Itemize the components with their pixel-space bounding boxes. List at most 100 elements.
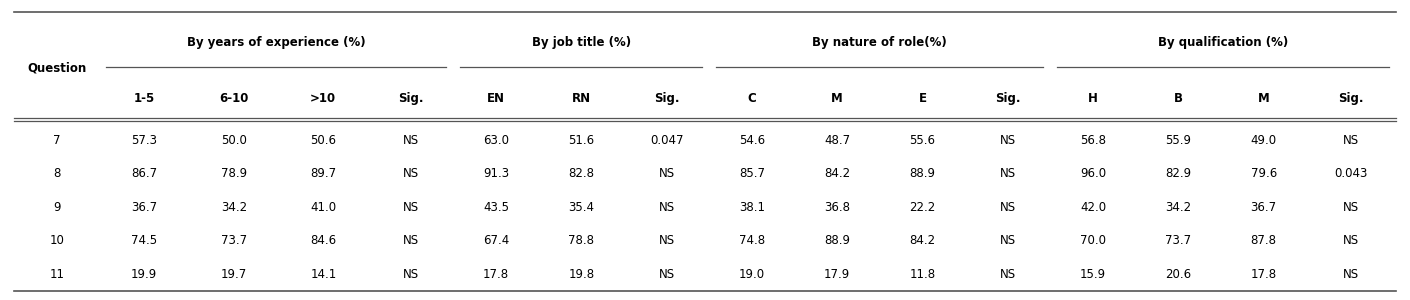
Text: 91.3: 91.3 bbox=[484, 167, 509, 180]
Text: 17.9: 17.9 bbox=[823, 268, 850, 281]
Text: RN: RN bbox=[572, 92, 591, 105]
Text: 55.9: 55.9 bbox=[1166, 134, 1191, 147]
Text: NS: NS bbox=[1344, 234, 1359, 247]
Text: 34.2: 34.2 bbox=[1165, 201, 1191, 214]
Text: Sig.: Sig. bbox=[398, 92, 423, 105]
Text: Sig.: Sig. bbox=[995, 92, 1021, 105]
Text: 57.3: 57.3 bbox=[131, 134, 157, 147]
Text: 74.5: 74.5 bbox=[131, 234, 158, 247]
Text: 63.0: 63.0 bbox=[484, 134, 509, 147]
Text: NS: NS bbox=[403, 201, 419, 214]
Text: 17.8: 17.8 bbox=[484, 268, 509, 281]
Text: 36.7: 36.7 bbox=[1251, 201, 1276, 214]
Text: NS: NS bbox=[658, 167, 674, 180]
Text: NS: NS bbox=[403, 167, 419, 180]
Text: 73.7: 73.7 bbox=[221, 234, 247, 247]
Text: 82.8: 82.8 bbox=[568, 167, 595, 180]
Text: 22.2: 22.2 bbox=[909, 201, 936, 214]
Text: 67.4: 67.4 bbox=[482, 234, 509, 247]
Text: 48.7: 48.7 bbox=[825, 134, 850, 147]
Text: 78.9: 78.9 bbox=[221, 167, 247, 180]
Text: 96.0: 96.0 bbox=[1080, 167, 1107, 180]
Text: 84.2: 84.2 bbox=[909, 234, 936, 247]
Text: NS: NS bbox=[1344, 201, 1359, 214]
Text: 11.8: 11.8 bbox=[909, 268, 936, 281]
Text: 84.6: 84.6 bbox=[310, 234, 337, 247]
Text: NS: NS bbox=[1344, 134, 1359, 147]
Text: 84.2: 84.2 bbox=[825, 167, 850, 180]
Text: 20.6: 20.6 bbox=[1165, 268, 1191, 281]
Text: NS: NS bbox=[403, 234, 419, 247]
Text: EN: EN bbox=[486, 92, 505, 105]
Text: NS: NS bbox=[1000, 167, 1015, 180]
Text: 43.5: 43.5 bbox=[484, 201, 509, 214]
Text: 8: 8 bbox=[54, 167, 61, 180]
Text: 11: 11 bbox=[49, 268, 65, 281]
Text: By nature of role(%): By nature of role(%) bbox=[812, 36, 948, 49]
Text: 42.0: 42.0 bbox=[1080, 201, 1107, 214]
Text: NS: NS bbox=[1000, 234, 1015, 247]
Text: 19.8: 19.8 bbox=[568, 268, 595, 281]
Text: 50.6: 50.6 bbox=[310, 134, 337, 147]
Text: 79.6: 79.6 bbox=[1251, 167, 1277, 180]
Text: 0.043: 0.043 bbox=[1334, 167, 1368, 180]
Text: 56.8: 56.8 bbox=[1080, 134, 1105, 147]
Text: 17.8: 17.8 bbox=[1251, 268, 1276, 281]
Text: 36.8: 36.8 bbox=[825, 201, 850, 214]
Text: C: C bbox=[747, 92, 756, 105]
Text: 55.6: 55.6 bbox=[909, 134, 935, 147]
Text: NS: NS bbox=[403, 134, 419, 147]
Text: Question: Question bbox=[27, 61, 86, 74]
Text: By years of experience (%): By years of experience (%) bbox=[188, 36, 365, 49]
Text: >10: >10 bbox=[310, 92, 337, 105]
Text: Sig.: Sig. bbox=[654, 92, 680, 105]
Text: 14.1: 14.1 bbox=[310, 268, 337, 281]
Text: NS: NS bbox=[658, 201, 674, 214]
Text: 85.7: 85.7 bbox=[739, 167, 764, 180]
Text: 0.047: 0.047 bbox=[650, 134, 684, 147]
Text: NS: NS bbox=[1000, 268, 1015, 281]
Text: NS: NS bbox=[658, 268, 674, 281]
Text: 7: 7 bbox=[54, 134, 61, 147]
Text: 19.0: 19.0 bbox=[739, 268, 766, 281]
Text: 82.9: 82.9 bbox=[1165, 167, 1191, 180]
Text: 50.0: 50.0 bbox=[221, 134, 247, 147]
Text: 86.7: 86.7 bbox=[131, 167, 158, 180]
Text: 19.7: 19.7 bbox=[220, 268, 247, 281]
Text: Sig.: Sig. bbox=[1338, 92, 1363, 105]
Text: 1-5: 1-5 bbox=[134, 92, 155, 105]
Text: 74.8: 74.8 bbox=[739, 234, 766, 247]
Text: 89.7: 89.7 bbox=[310, 167, 337, 180]
Text: NS: NS bbox=[658, 234, 674, 247]
Text: By job title (%): By job title (%) bbox=[532, 36, 630, 49]
Text: 15.9: 15.9 bbox=[1080, 268, 1107, 281]
Text: 54.6: 54.6 bbox=[739, 134, 766, 147]
Text: 78.8: 78.8 bbox=[568, 234, 595, 247]
Text: NS: NS bbox=[1000, 201, 1015, 214]
Text: NS: NS bbox=[403, 268, 419, 281]
Text: M: M bbox=[1258, 92, 1269, 105]
Text: 36.7: 36.7 bbox=[131, 201, 158, 214]
Text: 87.8: 87.8 bbox=[1251, 234, 1276, 247]
Text: 38.1: 38.1 bbox=[739, 201, 764, 214]
Text: By qualification (%): By qualification (%) bbox=[1158, 36, 1289, 49]
Text: 41.0: 41.0 bbox=[310, 201, 337, 214]
Text: E: E bbox=[918, 92, 926, 105]
Text: NS: NS bbox=[1000, 134, 1015, 147]
Text: 73.7: 73.7 bbox=[1165, 234, 1191, 247]
Text: 35.4: 35.4 bbox=[568, 201, 595, 214]
Text: 34.2: 34.2 bbox=[221, 201, 247, 214]
Text: M: M bbox=[832, 92, 843, 105]
Text: 6-10: 6-10 bbox=[219, 92, 248, 105]
Text: 10: 10 bbox=[49, 234, 65, 247]
Text: B: B bbox=[1175, 92, 1183, 105]
Text: 88.9: 88.9 bbox=[825, 234, 850, 247]
Text: 51.6: 51.6 bbox=[568, 134, 595, 147]
Text: 19.9: 19.9 bbox=[131, 268, 158, 281]
Text: NS: NS bbox=[1344, 268, 1359, 281]
Text: 9: 9 bbox=[54, 201, 61, 214]
Text: 49.0: 49.0 bbox=[1251, 134, 1276, 147]
Text: 88.9: 88.9 bbox=[909, 167, 935, 180]
Text: 70.0: 70.0 bbox=[1080, 234, 1105, 247]
Text: H: H bbox=[1089, 92, 1098, 105]
